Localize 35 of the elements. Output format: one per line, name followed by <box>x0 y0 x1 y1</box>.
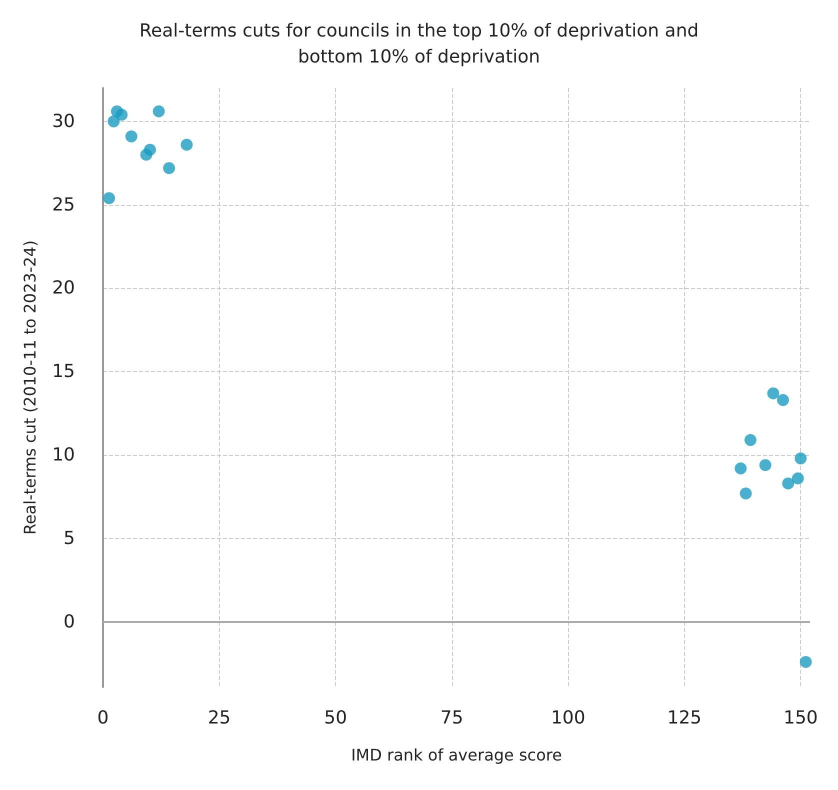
point <box>116 108 128 121</box>
y-tick-label: 25 <box>52 194 75 216</box>
y-tick-label: 0 <box>64 611 75 632</box>
x-axis-title: IMD rank of average score <box>351 746 562 764</box>
point <box>734 462 747 474</box>
point <box>777 394 790 406</box>
x-tick-label: 100 <box>550 708 586 728</box>
y-tick-label: 30 <box>52 110 75 132</box>
point <box>144 144 156 156</box>
point <box>163 162 176 174</box>
point <box>782 477 794 490</box>
y-tick-label: 5 <box>64 528 75 549</box>
point <box>180 138 193 151</box>
point <box>744 434 756 446</box>
y-tick-label: 20 <box>52 278 75 299</box>
x-tick-label: 125 <box>667 708 702 728</box>
point <box>125 130 138 142</box>
point <box>800 656 812 668</box>
y-tick-label: 15 <box>52 361 75 382</box>
point <box>152 105 165 118</box>
point <box>792 472 804 484</box>
x-tick-label: 0 <box>97 708 109 728</box>
x-tick-label: 150 <box>784 708 818 728</box>
x-tick-label: 50 <box>324 708 348 728</box>
y-tick-label: 10 <box>52 444 75 466</box>
point <box>108 115 120 128</box>
x-tick-label: 75 <box>440 708 464 728</box>
point <box>794 452 807 464</box>
point <box>767 387 780 400</box>
x-tick-label: 25 <box>208 708 231 728</box>
chart-title: Real-terms cuts for councils in the top 10% of deprivation and bottom 10% of deprivation <box>139 20 699 68</box>
point <box>759 459 772 472</box>
y-axis-title: Real-terms cut (2010-11 to 2023-24) <box>20 240 40 535</box>
point <box>740 487 752 500</box>
point <box>103 192 116 204</box>
